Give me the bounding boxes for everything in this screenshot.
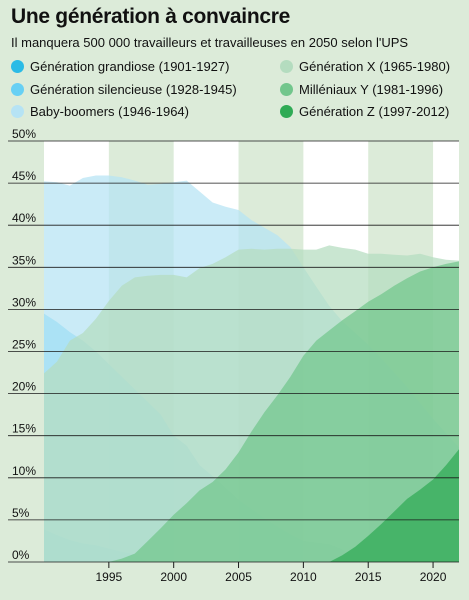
legend-item-grandiose: Génération grandiose (1901-1927) [11, 59, 229, 74]
x-tick-label-2000: 2000 [160, 570, 187, 584]
legend-item-silencieuse: Génération silencieuse (1928-1945) [11, 82, 237, 97]
legend-label-grandiose: Génération grandiose (1901-1927) [30, 59, 230, 74]
chart-subtitle: Il manquera 500 000 travailleurs et trav… [11, 35, 409, 50]
x-tick-label-1995: 1995 [95, 570, 122, 584]
y-tick-label-0: 0% [12, 548, 30, 562]
y-tick-label-30: 30% [12, 295, 36, 309]
y-tick-label-20: 20% [12, 380, 36, 394]
legend-swatch-gen-x [280, 60, 293, 73]
chart-title: Une génération à convaincre [11, 5, 290, 28]
y-tick-label-5: 5% [12, 506, 30, 520]
legend-item-baby-boomers: Baby-boomers (1946-1964) [11, 104, 189, 119]
y-tick-label-35: 35% [12, 253, 36, 267]
y-tick-label-10: 10% [12, 464, 36, 478]
x-tick-label-2020: 2020 [420, 570, 447, 584]
legend-label-gen-x: Génération X (1965-1980) [299, 59, 451, 74]
legend-item-gen-x: Génération X (1965-1980) [280, 59, 450, 74]
legend-swatch-baby-boomers [11, 105, 24, 118]
y-tick-label-25: 25% [12, 338, 36, 352]
area-millenials [108, 261, 460, 562]
legend-label-silencieuse: Génération silencieuse (1928-1945) [30, 82, 237, 97]
x-tick-label-2015: 2015 [355, 570, 382, 584]
y-tick-label-50: 50% [12, 127, 36, 141]
y-tick-label-15: 15% [12, 422, 36, 436]
x-tick-label-2005: 2005 [225, 570, 252, 584]
legend-label-baby-boomers: Baby-boomers (1946-1964) [30, 104, 189, 119]
area-gen-z [316, 449, 459, 562]
legend-swatch-millenials [280, 83, 293, 96]
legend-label-millenials: Milléniaux Y (1981-1996) [299, 82, 444, 97]
x-tick-label-2010: 2010 [290, 570, 317, 584]
y-tick-label-40: 40% [12, 211, 36, 225]
y-tick-label-45: 45% [12, 169, 36, 183]
legend-swatch-gen-z [280, 105, 293, 118]
legend-label-gen-z: Génération Z (1997-2012) [299, 104, 450, 119]
legend-item-gen-z: Génération Z (1997-2012) [280, 104, 449, 119]
legend-swatch-silencieuse [11, 83, 24, 96]
legend-swatch-grandiose [11, 60, 24, 73]
legend-item-millenials: Milléniaux Y (1981-1996) [280, 82, 443, 97]
